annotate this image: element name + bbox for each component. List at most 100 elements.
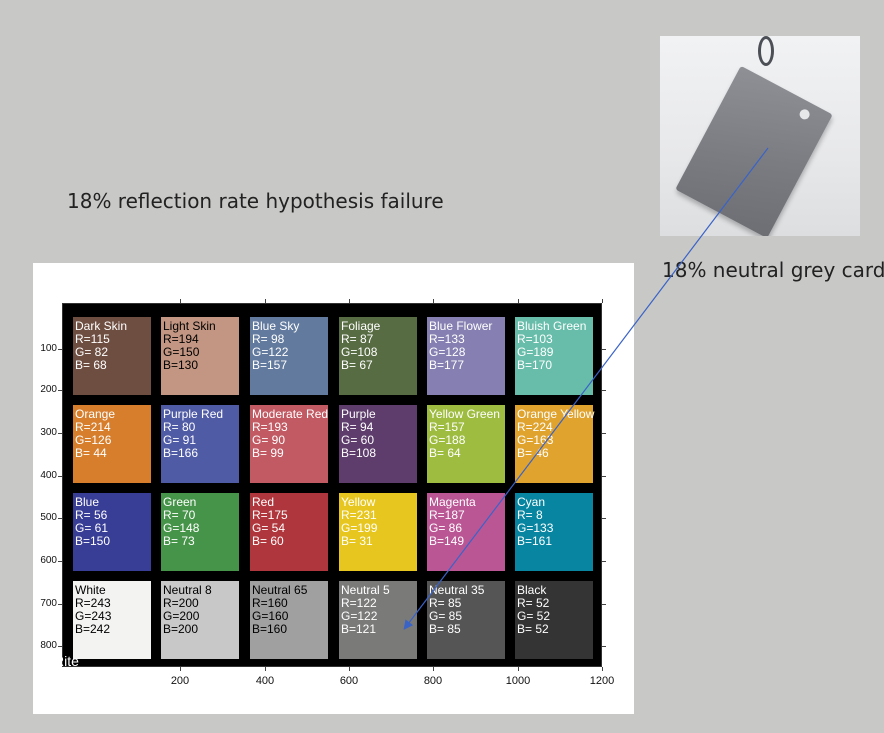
patch-g-value: G= 91 bbox=[163, 433, 197, 447]
patch-b-value: B=121 bbox=[341, 622, 377, 636]
patch-r-value: R= 80 bbox=[163, 420, 196, 434]
color-patch: Neutral 5 R=122 G=122 B=121 bbox=[339, 581, 417, 659]
y-tick bbox=[58, 390, 62, 391]
patch-r-value: R= 85 bbox=[429, 596, 462, 610]
color-patch: Orange Yellow R=224 G=163 B= 46 bbox=[515, 405, 594, 483]
y-tick-right bbox=[602, 433, 606, 434]
color-patch: Yellow R=231 G=199 B= 31 bbox=[339, 493, 417, 571]
y-tick-right bbox=[602, 349, 606, 350]
y-tick-right bbox=[602, 604, 606, 605]
patch-g-value: G= 60 bbox=[341, 433, 375, 447]
patch-label: Neutral 5 bbox=[341, 583, 390, 597]
arrow-line bbox=[403, 147, 769, 630]
y-tick-label: 300 bbox=[40, 427, 57, 438]
patch-b-value: B= 99 bbox=[252, 446, 284, 460]
patch-label: Yellow Green bbox=[429, 407, 500, 421]
y-tick bbox=[58, 433, 62, 434]
x-tick-label: 800 bbox=[423, 675, 443, 687]
patch-g-value: G=200 bbox=[163, 609, 200, 623]
patch-label: Green bbox=[163, 495, 197, 509]
patch-g-value: G=160 bbox=[252, 609, 289, 623]
patch-g-value: G=150 bbox=[163, 345, 200, 359]
patch-b-value: B=157 bbox=[252, 358, 288, 372]
patch-b-value: B=161 bbox=[517, 534, 553, 548]
x-tick bbox=[602, 667, 603, 671]
patch-label: Dark Skin bbox=[75, 319, 128, 333]
patch-r-value: R= 87 bbox=[341, 332, 374, 346]
patch-b-value: B=200 bbox=[163, 622, 199, 636]
patch-b-value: B= 44 bbox=[75, 446, 107, 460]
patch-g-value: G=199 bbox=[341, 521, 378, 535]
color-patch: Neutral 35 R= 85 G= 85 B= 85 bbox=[427, 581, 505, 659]
grey-card-caption: 18% neutral grey card bbox=[662, 258, 884, 282]
color-patch: Light Skin R=194 G=150 B=130 bbox=[161, 317, 239, 395]
x-tick-top bbox=[602, 299, 603, 303]
patch-b-value: B=170 bbox=[517, 358, 553, 372]
y-tick-right bbox=[602, 518, 606, 519]
patch-g-value: G=126 bbox=[75, 433, 112, 447]
patch-b-value: B= 31 bbox=[341, 534, 373, 548]
patch-r-value: R= 8 bbox=[517, 508, 543, 522]
color-patch: Dark Skin R=115 G= 82 B= 68 bbox=[73, 317, 151, 395]
patch-r-value: R=160 bbox=[252, 596, 288, 610]
patch-g-value: G=108 bbox=[341, 345, 378, 359]
patch-label: Purple Red bbox=[163, 407, 224, 421]
color-patch: Black R= 52 G= 52 B= 52 bbox=[515, 581, 593, 659]
patch-b-value: B=177 bbox=[429, 358, 465, 372]
x-tick-label: 200 bbox=[170, 675, 190, 687]
x-tick bbox=[433, 667, 434, 671]
patch-r-value: R= 70 bbox=[163, 508, 196, 522]
x-tick bbox=[265, 667, 266, 671]
color-patch: Moderate Red R=193 G= 90 B= 99 bbox=[250, 405, 328, 483]
patch-b-value: B= 52 bbox=[517, 622, 549, 636]
chart-plot-area bbox=[62, 303, 602, 667]
y-tick-right bbox=[602, 561, 606, 562]
y-tick bbox=[58, 349, 62, 350]
patch-r-value: R=193 bbox=[252, 420, 288, 434]
y-tick bbox=[58, 604, 62, 605]
patch-b-value: B=130 bbox=[163, 358, 199, 372]
patch-r-value: R=175 bbox=[252, 508, 288, 522]
patch-label: Neutral 35 bbox=[429, 583, 485, 597]
patch-b-value: B=242 bbox=[75, 622, 111, 636]
color-patch: Foliage R= 87 G=108 B= 67 bbox=[339, 317, 417, 395]
patch-b-value: B=150 bbox=[75, 534, 111, 548]
patch-g-value: G=188 bbox=[429, 433, 466, 447]
patch-r-value: R=194 bbox=[163, 332, 199, 346]
patch-r-value: R=224 bbox=[517, 420, 553, 434]
color-patch: Neutral 65 R=160 G=160 B=160 bbox=[250, 581, 328, 659]
y-tick-label: 100 bbox=[40, 343, 57, 354]
color-patch: Neutral 8 R=200 G=200 B=200 bbox=[161, 581, 239, 659]
x-tick-label: 1000 bbox=[505, 675, 531, 687]
x-tick-top bbox=[349, 299, 350, 303]
patch-b-value: B= 60 bbox=[252, 534, 284, 548]
patch-b-value: B= 68 bbox=[75, 358, 107, 372]
patch-r-value: R= 56 bbox=[75, 508, 108, 522]
patch-g-value: G= 52 bbox=[517, 609, 551, 623]
color-patch: Purple Red R= 80 G= 91 B=166 bbox=[161, 405, 239, 483]
patch-b-value: B=166 bbox=[163, 446, 199, 460]
patch-g-value: G=189 bbox=[517, 345, 554, 359]
patch-label: Orange bbox=[75, 407, 116, 421]
x-tick-top bbox=[180, 299, 181, 303]
patch-g-value: G= 86 bbox=[429, 521, 463, 535]
y-tick-label: 800 bbox=[40, 640, 57, 651]
color-patch: Orange R=214 G=126 B= 44 bbox=[73, 405, 151, 483]
x-tick-label: 600 bbox=[339, 675, 359, 687]
patch-r-value: R=103 bbox=[517, 332, 553, 346]
patch-label: Yellow bbox=[341, 495, 376, 509]
patch-r-value: R=122 bbox=[341, 596, 377, 610]
x-tick-label: 400 bbox=[255, 675, 275, 687]
color-patch: Blue Flower R=133 G=128 B=177 bbox=[427, 317, 505, 395]
patch-label: Purple bbox=[341, 407, 376, 421]
patch-label: Black bbox=[517, 583, 547, 597]
patch-b-value: B= 85 bbox=[429, 622, 461, 636]
color-patch: Bluish Green R=103 G=189 B=170 bbox=[515, 317, 593, 395]
x-tick bbox=[518, 667, 519, 671]
patch-label: Blue Flower bbox=[429, 319, 493, 333]
patch-g-value: G=148 bbox=[163, 521, 200, 535]
patch-g-value: G= 54 bbox=[252, 521, 286, 535]
y-tick bbox=[58, 476, 62, 477]
y-tick-label: 400 bbox=[40, 470, 57, 481]
y-tick-label: 200 bbox=[40, 384, 57, 395]
